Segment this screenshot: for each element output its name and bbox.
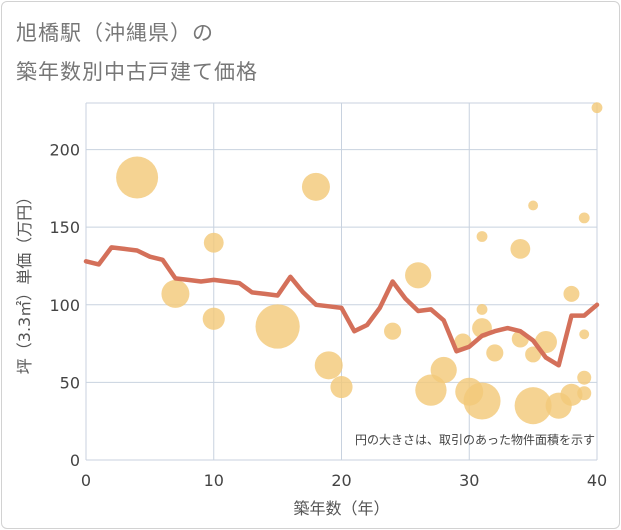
x-tick-label: 0	[81, 471, 91, 490]
data-point	[301, 172, 330, 201]
data-point	[510, 239, 531, 259]
data-point	[202, 307, 225, 330]
data-point	[514, 387, 552, 425]
x-tick-label: 10	[204, 471, 224, 490]
data-point	[384, 322, 402, 340]
data-point	[578, 212, 590, 224]
y-tick-label: 0	[70, 451, 80, 470]
data-point	[528, 200, 539, 211]
bubble-size-note: 円の大きさは、取引のあった物件面積を示す	[355, 432, 595, 447]
data-point	[203, 232, 224, 253]
x-tick-label: 20	[331, 471, 351, 490]
bubble-points	[116, 102, 603, 425]
data-point	[560, 383, 583, 406]
data-point	[563, 285, 580, 302]
data-point	[430, 356, 457, 384]
x-tick-label: 40	[587, 471, 607, 490]
data-point	[591, 102, 603, 114]
data-point	[415, 374, 447, 406]
x-axis-label: 築年数（年）	[293, 499, 389, 518]
chart-title-line-1: 旭橋駅（沖縄県）の	[16, 21, 214, 45]
data-point	[161, 279, 190, 308]
data-point	[476, 304, 488, 315]
chart-title-line-2: 築年数別中古戸建て価格	[16, 60, 258, 84]
axis-ticks: 0 10 20 30 40 0 50 100 150 200	[49, 141, 607, 490]
data-point	[463, 382, 501, 420]
x-tick-label: 30	[459, 471, 479, 490]
y-axis-label: 坪（3.3㎡）単価（万円）	[15, 189, 34, 374]
y-tick-label: 150	[49, 218, 80, 237]
data-point	[314, 351, 343, 380]
data-point	[405, 262, 432, 289]
data-point	[577, 370, 592, 385]
trend-line-group	[83, 245, 600, 368]
data-point	[116, 156, 159, 199]
data-point	[330, 375, 353, 399]
data-point	[525, 346, 542, 363]
data-point	[255, 304, 300, 349]
y-tick-label: 50	[60, 373, 80, 392]
trend-line	[83, 245, 600, 368]
data-point	[486, 344, 504, 362]
y-tick-label: 200	[49, 141, 80, 160]
data-point	[579, 329, 590, 340]
data-point	[476, 231, 488, 242]
y-tick-label: 100	[49, 296, 80, 315]
data-point	[577, 386, 592, 401]
